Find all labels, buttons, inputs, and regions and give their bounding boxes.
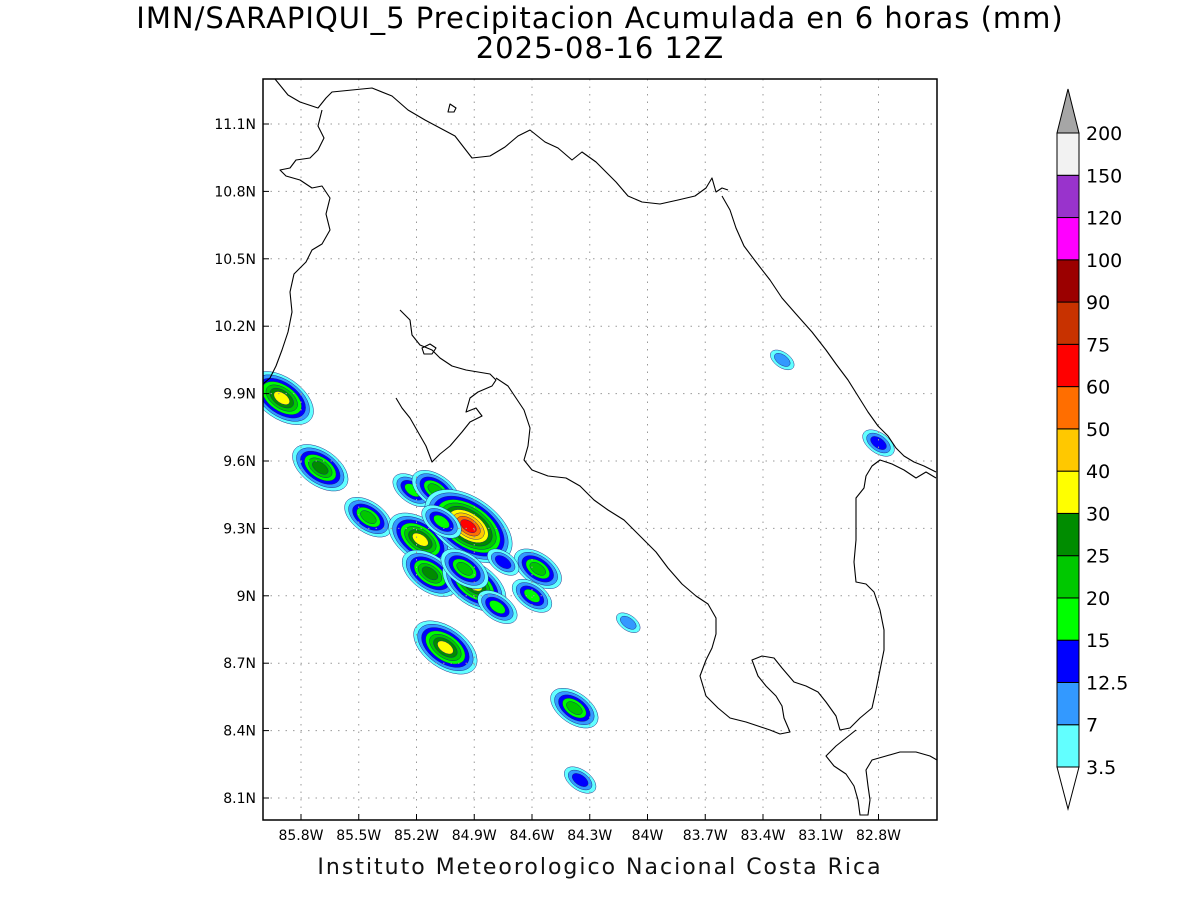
colorbar-level-label: 7 [1086,715,1098,737]
colorbar-box [1057,218,1079,260]
lat-tick-label: 9N [237,589,256,605]
precip-cell [543,680,605,736]
colorbar-box [1057,471,1079,513]
lon-tick-label: 84.6W [509,828,554,844]
colorbar-box [1057,260,1079,302]
colorbar-level-label: 3.5 [1086,757,1116,779]
lat-tick-label: 8.7N [223,656,256,672]
osa-golfito-coast [826,730,937,815]
colorbar-level-label: 25 [1086,546,1110,568]
colorbar-box [1057,387,1079,429]
colorbar-box [1057,175,1079,217]
colorbar-level-label: 100 [1086,250,1122,272]
map-frame [263,79,937,820]
colorbar-level-label: 30 [1086,503,1110,525]
lat-tick-label: 9.3N [223,521,256,537]
lon-tick-label: 85.8W [278,828,323,844]
colorbar-level-label: 120 [1086,208,1122,230]
colorbar-level-label: 40 [1086,461,1110,483]
colorbar-top-arrow [1057,89,1079,133]
lat-lon-grid [263,79,937,820]
colorbar-box [1057,429,1079,471]
lat-tick-label: 10.5N [214,252,256,268]
colorbar-bottom-arrow [1057,767,1079,809]
colorbar-level-label: 20 [1086,588,1110,610]
colorbar-box [1057,682,1079,724]
island-nicaragua-lake [448,104,456,112]
lat-tick-label: 8.4N [223,724,256,740]
precip-cell [767,346,798,374]
colorbar-level-label: 90 [1086,292,1110,314]
colorbar-box [1057,556,1079,598]
colorbar-level-label: 12.5 [1086,672,1128,694]
lon-tick-label: 83.1W [798,828,843,844]
colorbar-box [1057,302,1079,344]
colorbar-box [1057,133,1079,175]
precip-cell [560,761,601,798]
colorbar-legend: 3.5 7 12.5 15 20 25 30 40 50 60 75 90 100 120 150 200 [1057,89,1128,809]
lon-tick-label: 83.4W [740,828,785,844]
nicaragua-border-lake-coast [275,79,728,204]
lat-tick-label: 9.9N [223,387,256,403]
coastline [263,79,937,815]
colorbar-level-label: 200 [1086,123,1122,145]
lat-tick-label: 9.6N [223,454,256,470]
nicoya-gulf-coast [396,310,496,462]
lon-tick-label: 84.3W [567,828,612,844]
precip-cell [337,489,399,545]
colorbar-box [1057,513,1079,555]
lon-tick-label: 85.5W [336,828,381,844]
lon-tick-label: 82.8W [856,828,901,844]
precip-cell [404,610,487,685]
pacific-coast-north [263,110,330,384]
colorbar-box [1057,598,1079,640]
colorbar-level-label: 60 [1086,377,1110,399]
caribbean-coast [722,196,936,472]
lon-tick-label: 85.2W [394,828,439,844]
colorbar-level-label: 50 [1086,419,1110,441]
colorbar-box [1057,344,1079,386]
colorbar-level-label: 15 [1086,630,1110,652]
lat-tick-label: 10.8N [214,184,256,200]
precip-cell [613,609,644,637]
footer-credit: Instituto Meteorologico Nacional Costa R… [262,855,938,880]
precip-cell [284,435,356,501]
lon-tick-label: 83.7W [683,828,728,844]
colorbar-level-label: 75 [1086,334,1110,356]
colorbar-box [1057,725,1079,767]
lat-tick-label: 11.1N [214,117,256,133]
colorbar-level-label: 150 [1086,165,1122,187]
lon-tick-label: 84.9W [452,828,497,844]
colorbar-box [1057,640,1079,682]
lon-tick-label: 84W [632,828,664,844]
lat-tick-label: 10.2N [214,319,256,335]
lat-tick-label: 8.1N [223,791,256,807]
